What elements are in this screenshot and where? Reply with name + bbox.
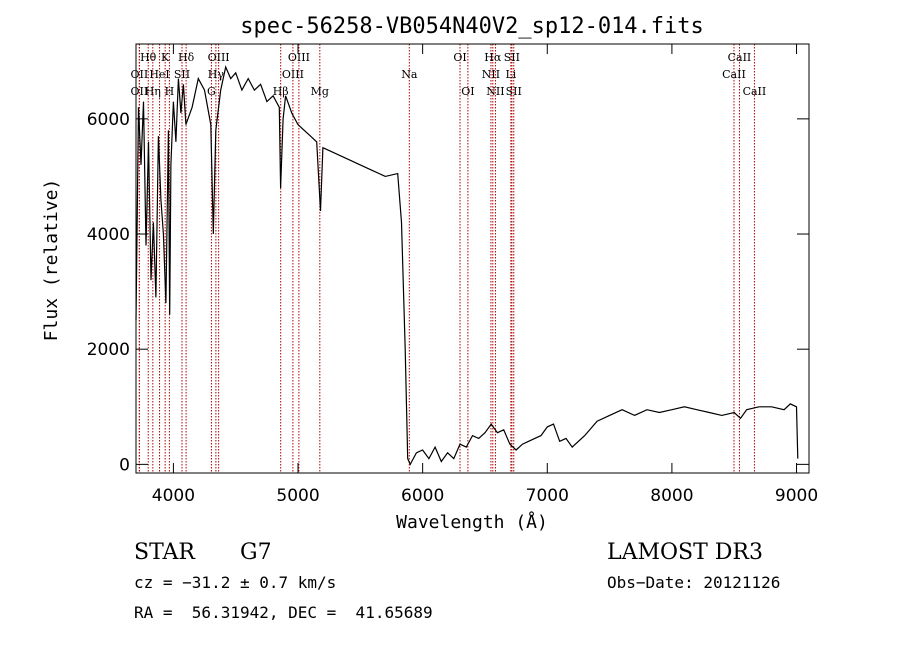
survey-name: LAMOST DR3 (607, 540, 763, 565)
line-label-25: CaII (728, 51, 752, 64)
line-label-6: H (165, 85, 175, 98)
line-label-12: OIII (288, 51, 310, 64)
redshift-readout: cz = −31.2 ± 0.7 km/s (134, 573, 337, 592)
line-marker-lines (138, 44, 755, 473)
x-tick-label-1: 5000 (276, 486, 319, 506)
x-axis-label: Wavelength (Å) (396, 511, 548, 533)
x-tick-label-3: 7000 (526, 486, 569, 506)
chart-title: spec-56258-VB054N40V2_sp12-014.fits (240, 14, 704, 39)
line-label-17: OI (453, 51, 466, 64)
line-label-23: Li (505, 68, 516, 81)
x-tick-label-2: 6000 (401, 486, 444, 506)
line-label-11: G (207, 85, 216, 98)
spectrum-line (135, 65, 799, 466)
line-label-19: Hα (484, 51, 502, 64)
y-tick-label-3: 6000 (87, 110, 130, 130)
line-label-8: Hδ (178, 51, 195, 64)
line-label-21: NII (486, 85, 504, 98)
line-label-2: OII (131, 85, 149, 98)
y-axis-ticks: 0 2000 4000 6000 (87, 110, 809, 475)
line-label-16: Na (401, 68, 418, 81)
y-tick-label-1: 2000 (87, 340, 130, 360)
line-label-9: OIII (208, 51, 230, 64)
line-label-22: SII (504, 51, 520, 64)
line-label-15: Mg (311, 85, 329, 98)
line-label-10: Hγ (208, 68, 225, 81)
coordinates: RA = 56.31942, DEC = 41.65689 (134, 603, 433, 622)
obs-date: Obs−Date: 20121126 (607, 573, 781, 592)
line-label-27: CaII (743, 85, 767, 98)
y-tick-label-2: 4000 (87, 225, 130, 245)
line-label-26: CaII (722, 68, 746, 81)
line-label-13: OIII (282, 68, 304, 81)
object-class: STAR (134, 540, 195, 565)
line-label-18: OI (461, 85, 474, 98)
line-label-1: OII (131, 68, 149, 81)
x-tick-label-4: 8000 (650, 486, 693, 506)
x-tick-label-5: 9000 (775, 486, 818, 506)
line-label-0: Hθ (140, 51, 157, 64)
y-axis-label: Flux (relative) (41, 179, 62, 342)
y-tick-label-0: 0 (119, 455, 130, 475)
x-tick-label-0: 4000 (152, 486, 195, 506)
x-axis-ticks: 4000 5000 6000 7000 8000 9000 (152, 44, 818, 506)
line-label-4: HeI (149, 68, 169, 81)
line-label-20: NII (482, 68, 500, 81)
line-label-24: SII (506, 85, 522, 98)
line-label-7: SII (174, 68, 190, 81)
line-label-3: Hη (145, 85, 161, 98)
line-label-14: Hβ (273, 85, 289, 98)
line-label-5: K (161, 51, 170, 64)
plot-frame (135, 43, 810, 474)
object-subclass: G7 (240, 540, 272, 565)
